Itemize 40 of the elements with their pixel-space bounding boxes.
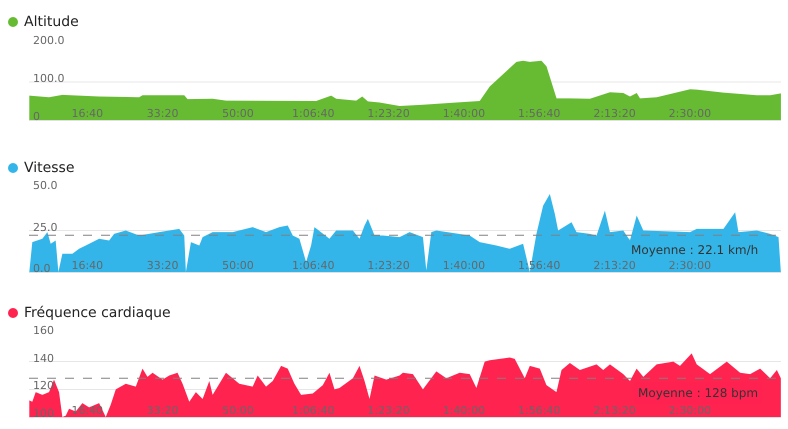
x-tick-label: 2:13:20 bbox=[593, 404, 636, 417]
x-tick-label: 50:00 bbox=[222, 259, 254, 272]
x-tick-label: 2:30:00 bbox=[668, 107, 712, 120]
y-tick-label: 160 bbox=[33, 324, 54, 337]
y-tick-label: 140 bbox=[33, 352, 54, 365]
ref-line-label: Moyenne : 128 bpm bbox=[638, 386, 758, 400]
y-tick-label: 0 bbox=[33, 110, 40, 123]
x-tick-label: 16:40 bbox=[71, 107, 104, 120]
x-tick-label: 33:20 bbox=[146, 404, 178, 417]
x-tick-label: 2:13:20 bbox=[593, 259, 636, 272]
x-tick-label: 2:30:00 bbox=[668, 404, 712, 417]
y-tick-label: 100 bbox=[33, 407, 54, 420]
x-tick-label: 1:06:40 bbox=[292, 259, 334, 272]
x-tick-label: 1:56:40 bbox=[518, 107, 560, 120]
x-tick-label: 1:40:00 bbox=[442, 107, 486, 120]
y-tick-label: 0.0 bbox=[33, 262, 50, 275]
chart-title: Fréquence cardiaque bbox=[24, 305, 171, 321]
x-tick-label: 33:20 bbox=[146, 259, 178, 272]
x-tick-label: 2:13:20 bbox=[593, 107, 636, 120]
y-tick-label: 25.0 bbox=[33, 221, 58, 234]
x-tick-label: 50:00 bbox=[222, 107, 254, 120]
x-tick-label: 1:23:20 bbox=[367, 107, 410, 120]
x-tick-label: 50:00 bbox=[222, 404, 254, 417]
x-tick-label: 33:20 bbox=[146, 107, 178, 120]
x-tick-label: 1:23:20 bbox=[367, 404, 410, 417]
y-tick-label: 200.0 bbox=[33, 34, 64, 47]
x-tick-label: 1:40:00 bbox=[442, 404, 486, 417]
y-tick-label: 100.0 bbox=[33, 72, 64, 85]
x-tick-label: 16:40 bbox=[71, 404, 104, 417]
x-tick-label: 1:56:40 bbox=[518, 404, 560, 417]
ref-line-label: Moyenne : 22.1 km/h bbox=[631, 243, 758, 257]
x-tick-label: 1:06:40 bbox=[292, 404, 334, 417]
x-tick-label: 1:06:40 bbox=[292, 107, 334, 120]
x-tick-label: 16:40 bbox=[71, 259, 104, 272]
x-tick-label: 2:30:00 bbox=[668, 259, 712, 272]
x-tick-label: 1:40:00 bbox=[442, 259, 486, 272]
chart-title: Altitude bbox=[24, 14, 79, 30]
y-tick-label: 50.0 bbox=[33, 179, 58, 192]
x-tick-label: 1:23:20 bbox=[367, 259, 410, 272]
chart-title: Vitesse bbox=[24, 160, 74, 176]
